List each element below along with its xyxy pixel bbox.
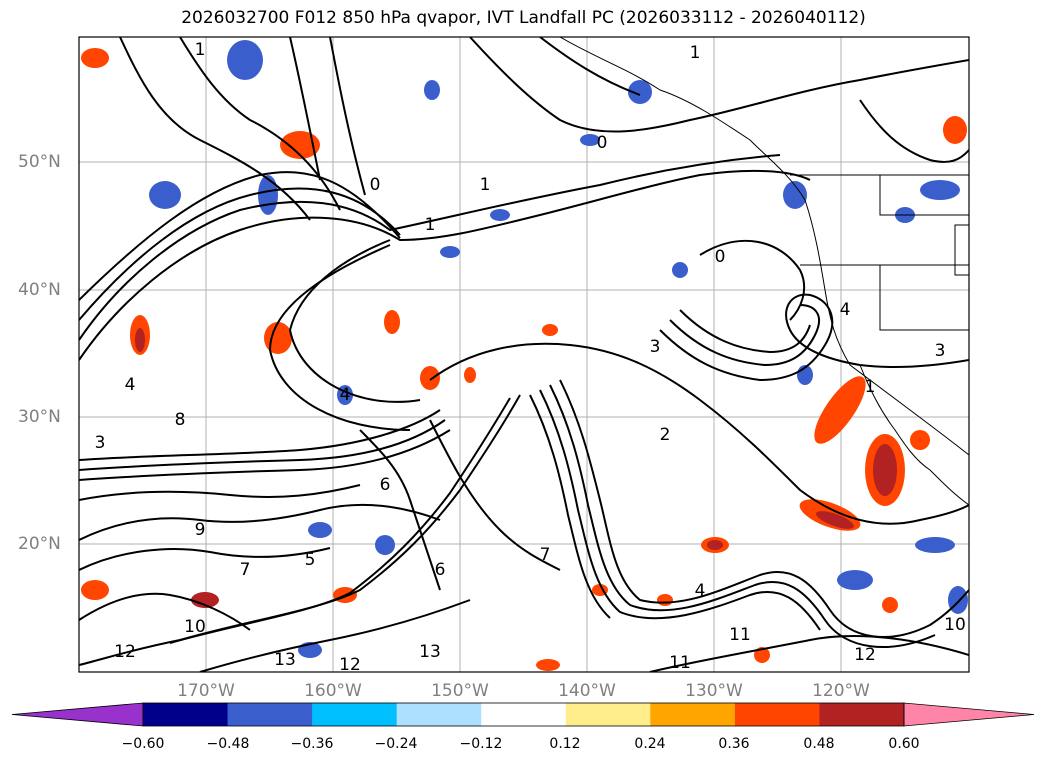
contour-label: 0 — [370, 175, 381, 195]
lon-label-140w: 140°W — [558, 681, 616, 701]
contour-label: 1 — [865, 377, 876, 397]
coastlines — [559, 37, 969, 506]
colorbar-tick: −0.48 — [206, 736, 250, 752]
contour-label: 2 — [660, 425, 671, 445]
contour-label: 3 — [935, 341, 946, 361]
contour-label: 7 — [540, 545, 551, 565]
contour-label: 4 — [840, 300, 851, 320]
contour-label: 12 — [339, 655, 361, 675]
contour-label: 6 — [435, 560, 446, 580]
lat-label-50n: 50°N — [18, 152, 61, 172]
colorbar-tick: −0.12 — [459, 736, 503, 752]
contour-label: 7 — [240, 560, 251, 580]
colorbar-tick: 0.36 — [718, 736, 750, 752]
contour-label: 1 — [690, 43, 701, 63]
contour-label: 0 — [597, 133, 608, 153]
contour-label: 3 — [650, 337, 661, 357]
contour-label: 6 — [380, 475, 391, 495]
contour-label: 9 — [195, 520, 206, 540]
lon-label-120w: 120°W — [812, 681, 870, 701]
contour-label: 3 — [95, 433, 106, 453]
contour-label: 12 — [854, 645, 876, 665]
lon-label-160w: 160°W — [304, 681, 362, 701]
lon-label-130w: 130°W — [685, 681, 743, 701]
contour-label: 12 — [114, 642, 136, 662]
lat-label-30n: 30°N — [18, 407, 61, 427]
contour-label: 1 — [480, 175, 491, 195]
contour-label: 8 — [175, 410, 186, 430]
contour-label: 13 — [419, 642, 441, 662]
contour-label: 0 — [715, 247, 726, 267]
contour-label: 11 — [729, 625, 751, 645]
ivt-contours — [79, 37, 969, 672]
contour-label: 4 — [695, 581, 706, 601]
colorbar-tick: −0.36 — [290, 736, 334, 752]
lat-label-20n: 20°N — [18, 534, 61, 554]
lon-label-150w: 150°W — [431, 681, 489, 701]
lon-label-170w: 170°W — [177, 681, 235, 701]
colorbar-tick: 0.60 — [888, 736, 920, 752]
contour-label: 4 — [125, 375, 136, 395]
colorbar-tick: 0.12 — [549, 736, 581, 752]
contour-label: 11 — [669, 653, 691, 673]
contour-label: 1 — [195, 40, 206, 60]
contour-label: 10 — [944, 615, 966, 635]
colorbar-tick: 0.48 — [803, 736, 835, 752]
map-frame — [78, 36, 970, 673]
contour-label: 4 — [340, 385, 351, 405]
colorbar-tick: −0.60 — [121, 736, 165, 752]
figure-title: 2026032700 F012 850 hPa qvapor, IVT Land… — [181, 8, 866, 28]
contour-label: 13 — [274, 650, 296, 670]
colorbar-tick: 0.24 — [634, 736, 666, 752]
contour-label: 1 — [425, 215, 436, 235]
contour-label: 5 — [305, 550, 316, 570]
lat-label-40n: 40°N — [18, 280, 61, 300]
colorbar-tick: −0.24 — [374, 736, 418, 752]
contour-label: 10 — [184, 617, 206, 637]
